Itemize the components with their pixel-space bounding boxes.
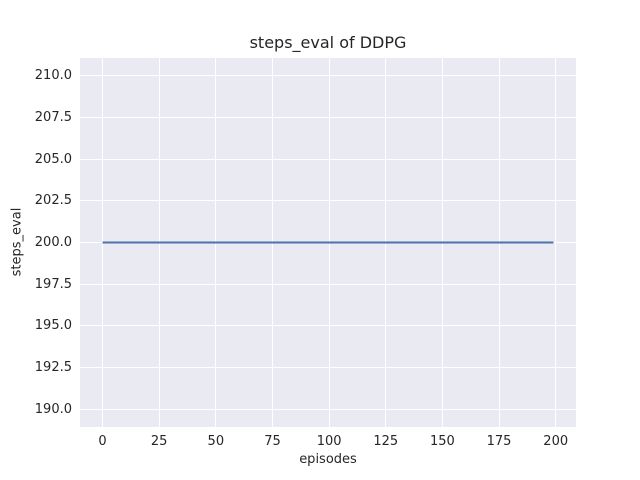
y-gridline [80,116,576,118]
x-tick-label: 50 [207,434,225,449]
y-tick-label: 205.0 [34,151,72,167]
x-axis-label: episodes [299,452,357,467]
y-gridline [80,200,576,202]
y-gridline [80,158,576,160]
x-tick-label: 150 [430,434,455,449]
x-tick-label: 75 [264,434,281,449]
x-tick-label: 175 [486,434,512,449]
y-gridline [80,408,576,410]
series-layer [102,241,554,244]
x-tick-label: 0 [98,434,107,449]
y-gridline [80,325,576,327]
y-tick-label: 202.5 [34,193,72,209]
plot-area [80,58,576,427]
y-tick-label: 200.0 [34,235,72,250]
x-tick-label: 100 [316,434,342,449]
y-tick-label: 195.0 [34,318,72,334]
y-gridline [80,367,576,369]
y-tick-label: 192.5 [34,360,72,376]
y-tick-label: 190.0 [34,401,72,417]
y-tick-label: 210.0 [34,68,72,84]
y-tick-label: 197.5 [34,276,72,292]
x-tick-label: 125 [373,434,399,449]
y-gridline [80,75,576,77]
y-tick-label: 207.5 [34,109,72,125]
chart-title: steps_eval of DDPG [249,33,407,52]
x-tick-label: 25 [150,434,168,449]
x-tick-label: 200 [543,434,569,449]
y-gridline [80,283,576,285]
